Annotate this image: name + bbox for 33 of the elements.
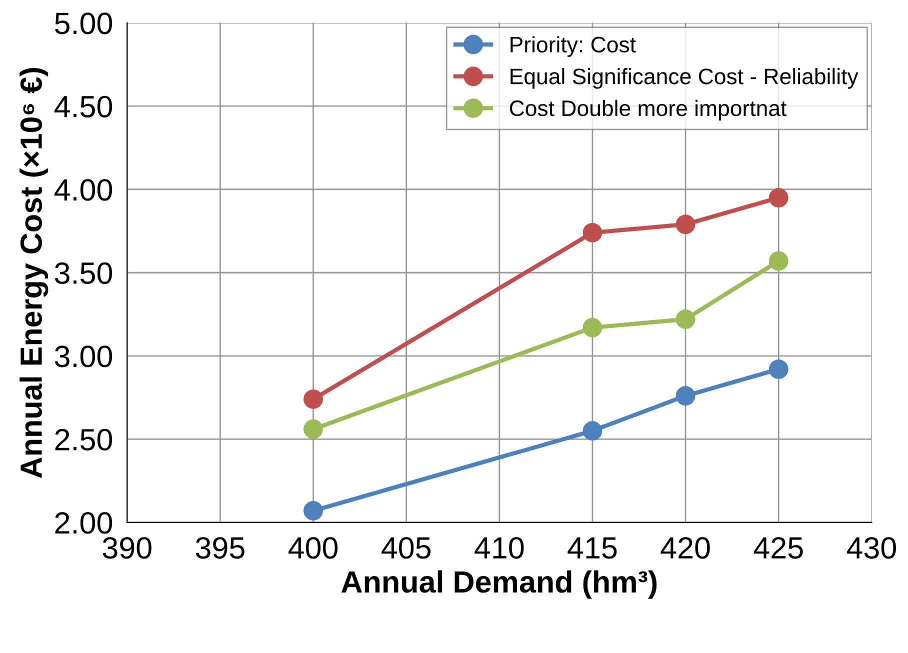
y-tick-label: 5.00: [54, 12, 112, 34]
y-tick-label: 2.50: [55, 428, 112, 451]
x-axis-title: Annual Demand (hm³): [341, 570, 657, 599]
y-tick-label: 3.50: [54, 262, 112, 284]
point: [304, 419, 323, 439]
point: [304, 501, 323, 520]
point: [676, 386, 696, 406]
x-tick-label: 400: [288, 537, 338, 559]
x-tick-label: 405: [382, 537, 431, 559]
point: [582, 421, 602, 441]
y-tick-label: 2.00: [55, 512, 112, 534]
point: [768, 359, 788, 379]
x-tick-label: 425: [754, 537, 803, 559]
point: [768, 251, 788, 271]
x-tick-label: 390: [102, 537, 152, 559]
point: [304, 389, 323, 409]
y-axis-title: Annual Energy Cost (×10⁶ €): [20, 68, 48, 478]
point: [582, 222, 602, 242]
x-tick-label: 410: [474, 537, 524, 559]
x-tick-label: 395: [196, 537, 244, 559]
point: [676, 310, 696, 329]
y-tick-label: 4.00: [54, 179, 112, 201]
legend-label: Equal Significance Cost - Reliability: [510, 68, 858, 89]
point: [768, 188, 788, 208]
point: [676, 214, 696, 234]
x-tick-label: 420: [660, 537, 710, 559]
x-tick-label: 430: [846, 537, 896, 559]
legend-label: Priority: Cost: [510, 36, 636, 57]
x-tick-label: 415: [568, 537, 617, 559]
point: [582, 318, 602, 338]
y-tick-label: 4.50: [54, 96, 112, 118]
legend-label: Cost Double more importnat: [510, 100, 787, 121]
y-tick-label: 3.00: [54, 346, 112, 368]
